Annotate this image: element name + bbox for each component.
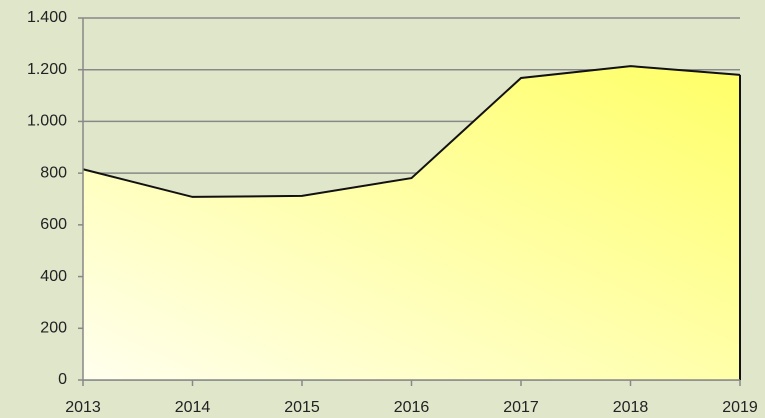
x-tick-label: 2018 xyxy=(613,399,649,416)
x-tick-label: 2013 xyxy=(65,399,101,416)
x-tick-label: 2019 xyxy=(722,399,758,416)
x-tick-label: 2015 xyxy=(284,399,320,416)
x-tick-label: 2016 xyxy=(394,399,430,416)
marks xyxy=(82,65,741,380)
x-tick-label: 2014 xyxy=(175,399,211,416)
axes: 0 200 400 600 800 1.000 1.200 1.400 2013 2014 2015… xyxy=(27,9,758,416)
y-tick-label: 1.000 xyxy=(27,113,67,130)
x-tick-label: 2017 xyxy=(503,399,539,416)
y-tick-label: 400 xyxy=(40,268,67,285)
line xyxy=(82,65,741,198)
y-tick-label: 800 xyxy=(40,164,67,181)
y-tick-label: 0 xyxy=(58,371,67,388)
area xyxy=(83,66,740,380)
y-tick-label: 1.400 xyxy=(27,9,67,26)
y-tick-label: 1.200 xyxy=(27,61,67,78)
y-tick-label: 600 xyxy=(40,216,67,233)
y-tick-label: 200 xyxy=(40,320,67,337)
